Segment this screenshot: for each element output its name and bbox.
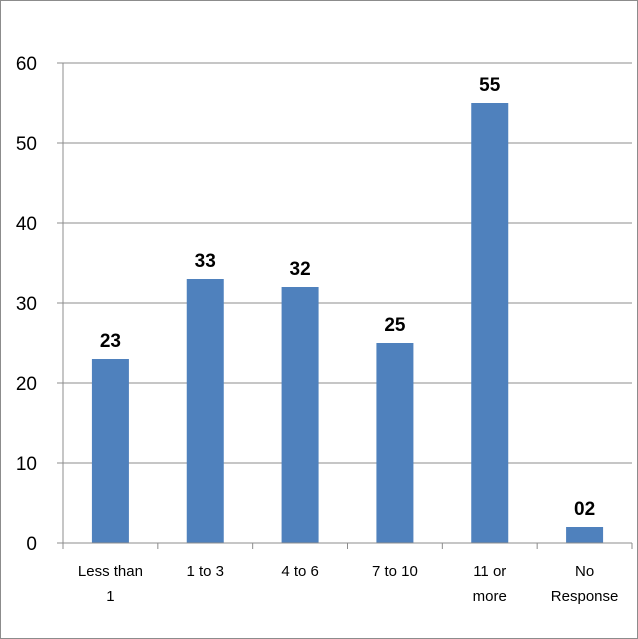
y-tick-label: 50 [16,134,37,155]
bar [566,527,604,543]
category-labels: Less than 1 1 to 3 4 to 6 7 to 10 11 or more No… [78,563,618,605]
data-label: 55 [479,75,501,96]
data-label: 02 [574,499,595,520]
bar [91,359,129,543]
data-label: 23 [100,331,121,352]
data-labels: 23 33 32 25 55 02 [100,75,595,520]
axes [57,62,633,549]
category-label: Less than 1 [78,563,143,605]
y-tick-labels: 0 10 20 30 40 50 60 [16,54,37,555]
category-label: 7 to 10 [372,563,418,580]
category-label: No Response [551,563,619,605]
y-tick-label: 30 [16,294,37,315]
y-tick-label: 10 [16,454,37,475]
bar [376,343,414,543]
category-label: 4 to 6 [281,563,319,580]
bar [186,279,224,543]
y-tick-label: 0 [26,534,37,555]
gridlines [63,62,632,464]
y-tick-label: 40 [16,214,37,235]
data-label: 32 [290,259,311,280]
bars [91,103,604,543]
bar [281,287,319,543]
data-label: 25 [384,315,406,336]
y-tick-label: 60 [16,54,37,75]
y-tick-label: 20 [16,374,37,395]
category-label: 11 or more [473,563,507,605]
bar [471,103,509,543]
data-label: 33 [195,251,216,272]
category-label: 1 to 3 [186,563,224,580]
